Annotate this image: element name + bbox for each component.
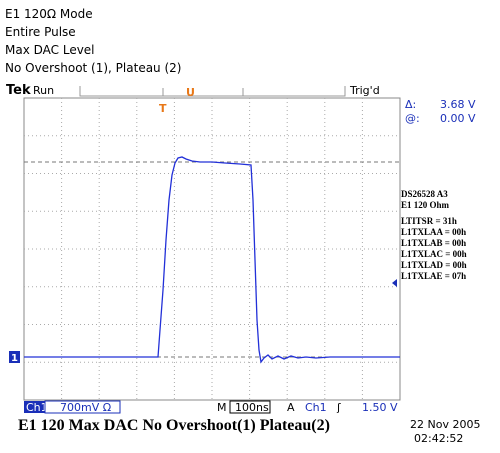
waveform (24, 156, 400, 364)
caption: E1 120 Max DAC No Overshoot(1) Plateau(2… (18, 417, 330, 434)
trigger-level-marker (392, 279, 397, 287)
header-line: Max DAC Level (5, 43, 95, 57)
header-line: E1 120Ω Mode (5, 7, 93, 21)
header-line: No Overshoot (1), Plateau (2) (5, 61, 181, 75)
channel-box (24, 401, 45, 413)
trigger-source: Ch1 (305, 401, 327, 414)
side-note: L1TXLAD = 00h (401, 260, 467, 270)
side-note: L1TXLAE = 07h (401, 271, 466, 281)
at-value: 0.00 V (440, 112, 476, 125)
brand: Tek (6, 83, 31, 98)
header: E1 120Ω Mode Entire Pulse Max DAC Level … (5, 7, 181, 75)
side-note: L1TXLAA = 00h (401, 227, 466, 237)
trigger-icon: T (159, 102, 167, 115)
record-window (162, 88, 244, 96)
trigger-mode: A (287, 401, 295, 414)
header-line: Entire Pulse (5, 25, 76, 39)
channel-marker-label: 1 (11, 353, 18, 364)
record-bar (79, 86, 346, 97)
cursor-readout: Δ: 3.68 V @: 0.00 V (405, 98, 476, 125)
channel-marker-box (9, 351, 20, 363)
side-note: L1TXLAC = 00h (401, 249, 467, 259)
time: 02:42:52 (414, 432, 463, 445)
delta-label: Δ: (405, 98, 416, 111)
status-bar: Tek Run Trig'd U T (6, 83, 380, 115)
at-label: @: (405, 112, 420, 125)
side-note: L1TXLAB = 00h (401, 238, 466, 248)
channel: Ch1 (26, 401, 48, 414)
delta-value: 3.68 V (440, 98, 476, 111)
trigger-position-icon: U (186, 86, 195, 99)
side-note: E1 120 Ohm (401, 200, 450, 210)
scale-box (44, 400, 121, 414)
date: 22 Nov 2005 (410, 418, 480, 431)
graticule (23, 97, 401, 401)
timebase: 100ns (235, 401, 269, 414)
trigger-slope: ʃ (336, 401, 341, 414)
side-note: DS26528 A3 (401, 189, 448, 199)
timebase-box (229, 400, 271, 414)
bottom-bar: Ch1 700mV Ω M 100ns A Ch1 ʃ 1.50 V (24, 400, 398, 414)
run-state: Run (33, 84, 54, 97)
channel-marker: 1 (9, 351, 20, 364)
side-note: LTITSR = 31h (401, 216, 457, 226)
trigger-level: 1.50 V (362, 401, 398, 414)
trigger-state: Trig'd (349, 84, 380, 97)
scale: 700mV Ω (60, 401, 111, 414)
time-prefix: M (217, 401, 227, 414)
